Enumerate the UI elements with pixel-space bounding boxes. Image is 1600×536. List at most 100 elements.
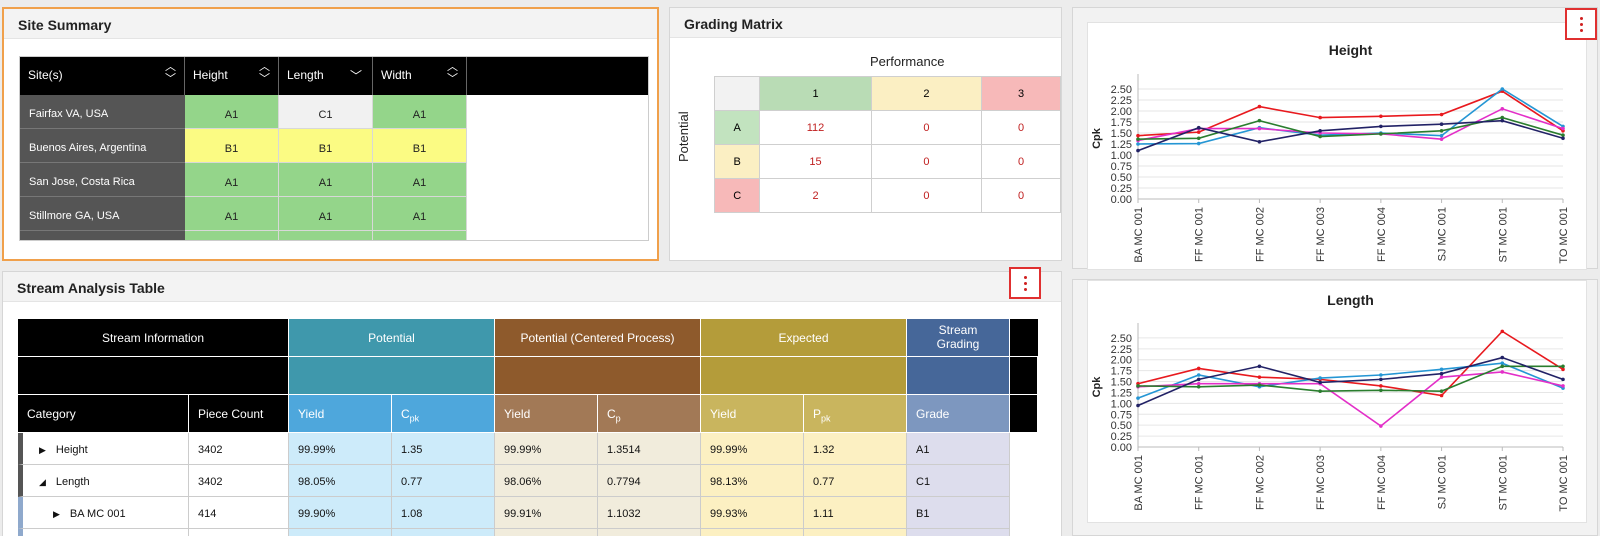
data-point[interactable] [1318, 134, 1322, 139]
sort-updown-icon[interactable]: ︿ ﹀ [447, 61, 458, 85]
data-point[interactable] [1136, 403, 1140, 408]
height-chart-menu-button[interactable] [1565, 8, 1597, 40]
data-point[interactable] [1196, 381, 1201, 386]
expand-icon[interactable]: ▶ [53, 509, 60, 519]
data-point[interactable] [1561, 364, 1565, 369]
grade-cell[interactable]: B1 [279, 129, 373, 163]
stream-table-menu-button[interactable] [1009, 267, 1041, 299]
table-row[interactable]: ◢ Length 3402 98.05% 0.77 98.06% 0.7794 9… [18, 465, 1048, 497]
category-cell[interactable]: ◢ Length [18, 465, 189, 497]
data-point[interactable] [1136, 384, 1140, 388]
data-point[interactable] [1318, 380, 1322, 385]
grade-cell[interactable]: A1 [185, 197, 279, 231]
grade-cell[interactable]: A1 [185, 95, 279, 129]
data-point[interactable] [1257, 126, 1262, 131]
grade-cell[interactable]: C1 [279, 95, 373, 129]
col-header-width[interactable]: Width ︿ ﹀ [373, 57, 467, 95]
grade-cell[interactable]: A1 [373, 197, 467, 231]
collapse-icon[interactable]: ◢ [39, 477, 46, 487]
data-point[interactable] [1136, 148, 1140, 153]
data-point[interactable] [1196, 366, 1201, 371]
matrix-cell[interactable]: 0 [870, 178, 983, 213]
data-point[interactable] [1500, 364, 1505, 369]
data-point[interactable] [1318, 376, 1322, 380]
table-row[interactable]: ▶ Height 3402 99.99% 1.35 99.99% 1.3514 9… [18, 433, 1048, 465]
data-point[interactable] [1500, 107, 1505, 111]
data-point[interactable] [1257, 104, 1262, 109]
data-point[interactable] [1196, 141, 1201, 146]
col-header-grade[interactable]: Grade [907, 395, 1010, 433]
col-header-piece-count[interactable]: Piece Count [189, 395, 289, 433]
sort-down-icon[interactable]: ﹀ [349, 69, 362, 83]
data-point[interactable] [1196, 130, 1201, 134]
data-point[interactable] [1379, 373, 1383, 377]
data-point[interactable] [1318, 389, 1322, 393]
data-point[interactable] [1561, 133, 1565, 137]
data-point[interactable] [1500, 329, 1505, 334]
data-point[interactable] [1379, 114, 1383, 119]
data-point[interactable] [1318, 129, 1322, 133]
data-point[interactable] [1257, 383, 1262, 387]
category-cell[interactable]: ▶ Height [18, 433, 189, 465]
table-row[interactable]: ▶ BA MC 001 414 99.90% 1.08 99.91% 1.1032… [18, 497, 1048, 529]
col-header-potc-cp[interactable]: Cp [598, 395, 701, 433]
data-point[interactable] [1196, 384, 1201, 389]
grade-cell[interactable]: A1 [373, 163, 467, 197]
category-cell[interactable]: ▶ BA MC 001 [18, 497, 189, 529]
matrix-cell[interactable]: 15 [759, 144, 872, 179]
matrix-cell[interactable]: 0 [870, 110, 983, 145]
data-point[interactable] [1439, 389, 1444, 393]
data-point[interactable] [1136, 396, 1140, 400]
data-point[interactable] [1500, 118, 1505, 123]
col-header-length[interactable]: Length ﹀ [279, 57, 373, 95]
table-row[interactable]: Fairfax VA, USA A1 C1 A1 [20, 95, 648, 129]
data-point[interactable] [1196, 125, 1201, 130]
matrix-cell[interactable]: 0 [981, 178, 1061, 213]
sort-updown-icon[interactable]: ︿ ﹀ [165, 61, 176, 85]
data-point[interactable] [1500, 87, 1505, 91]
data-point[interactable] [1439, 137, 1444, 141]
col-header-exp-yield[interactable]: Yield [701, 395, 804, 433]
data-point[interactable] [1500, 370, 1505, 374]
matrix-cell[interactable]: 0 [870, 144, 983, 179]
data-point[interactable] [1439, 393, 1444, 398]
data-point[interactable] [1439, 375, 1444, 379]
data-point[interactable] [1500, 361, 1505, 366]
data-point[interactable] [1257, 118, 1262, 123]
col-header-exp-ppk[interactable]: Ppk [804, 395, 907, 433]
sort-updown-icon[interactable]: ︿ ﹀ [259, 61, 270, 85]
data-point[interactable] [1379, 377, 1383, 382]
data-point[interactable] [1379, 388, 1383, 393]
data-point[interactable] [1561, 136, 1565, 141]
table-row[interactable]: Stillmore GA, USA A1 A1 A1 [20, 197, 648, 231]
data-point[interactable] [1196, 136, 1201, 141]
data-point[interactable] [1196, 373, 1201, 377]
data-point[interactable] [1379, 384, 1383, 388]
grade-cell[interactable]: B1 [373, 129, 467, 163]
data-point[interactable] [1136, 137, 1140, 141]
grade-cell[interactable]: A1 [279, 163, 373, 197]
data-point[interactable] [1561, 126, 1565, 131]
col-header-category[interactable]: Category [18, 395, 189, 433]
expand-icon[interactable]: ▶ [39, 445, 46, 455]
grade-cell[interactable]: A1 [185, 163, 279, 197]
data-point[interactable] [1500, 355, 1505, 360]
data-point[interactable] [1500, 115, 1505, 120]
grade-cell[interactable]: B1 [185, 129, 279, 163]
table-row[interactable]: San Jose, Costa Rica A1 A1 A1 [20, 163, 648, 197]
data-point[interactable] [1257, 375, 1262, 379]
data-point[interactable] [1561, 367, 1565, 372]
data-point[interactable] [1439, 129, 1444, 133]
data-point[interactable] [1136, 142, 1140, 146]
data-point[interactable] [1439, 367, 1444, 372]
col-header-height[interactable]: Height ︿ ﹀ [185, 57, 279, 95]
matrix-cell[interactable]: 2 [759, 178, 872, 213]
data-point[interactable] [1379, 124, 1383, 129]
data-point[interactable] [1257, 140, 1262, 144]
matrix-cell[interactable]: 0 [981, 144, 1061, 179]
matrix-cell[interactable]: 112 [759, 110, 872, 145]
matrix-cell[interactable]: 0 [981, 110, 1061, 145]
col-header-potc-yield[interactable]: Yield [495, 395, 598, 433]
data-point[interactable] [1439, 122, 1444, 126]
data-point[interactable] [1318, 115, 1322, 120]
